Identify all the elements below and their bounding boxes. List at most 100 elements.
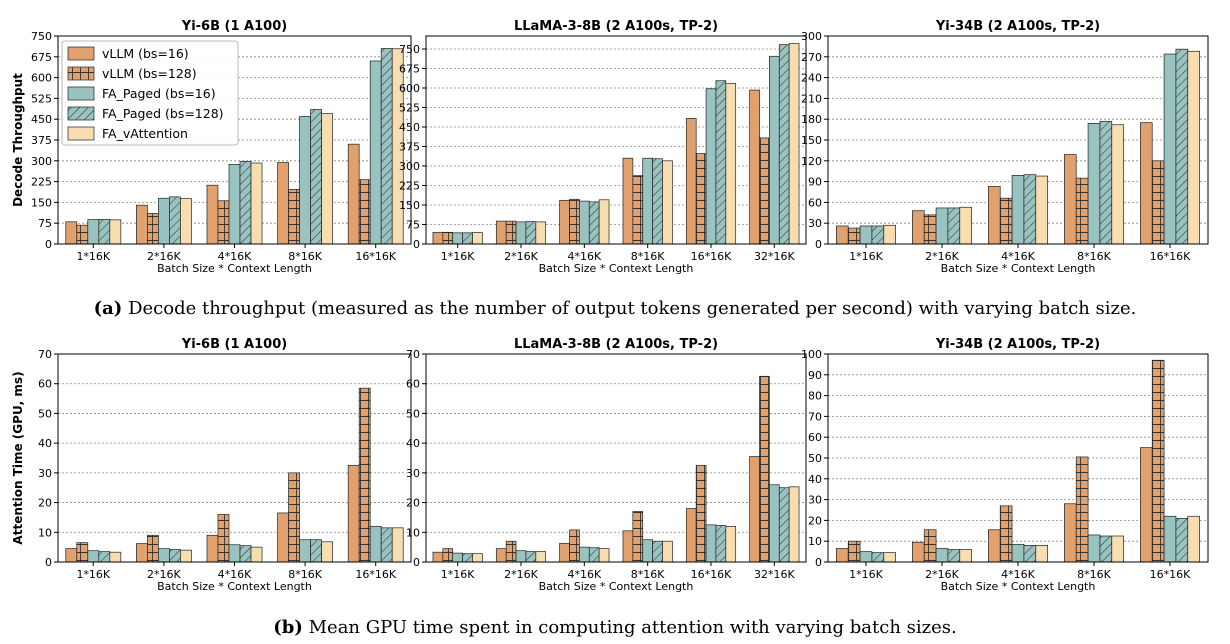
x-tick-label: 4*16K — [218, 250, 252, 263]
bar — [76, 542, 89, 563]
caption-b-label: (b) — [273, 617, 303, 638]
y-tick-label: 750 — [399, 43, 420, 56]
bar — [685, 508, 697, 563]
y-tick-label: 180 — [801, 113, 822, 126]
y-axis-label: Attention Time (GPU, ms) — [11, 371, 25, 544]
y-tick-label: 75 — [38, 217, 52, 230]
bar — [250, 546, 263, 563]
bar — [228, 164, 241, 245]
bar — [1140, 122, 1153, 245]
bar — [715, 80, 727, 245]
bar — [1035, 175, 1048, 245]
bar — [321, 113, 333, 245]
bar — [432, 231, 444, 245]
bar — [277, 162, 289, 245]
y-tick-label: 150 — [31, 196, 52, 209]
bar — [87, 219, 100, 245]
y-tick-label: 600 — [31, 72, 52, 85]
bar — [358, 387, 371, 563]
bar — [999, 505, 1013, 563]
y-tick-label: 300 — [399, 160, 420, 173]
x-tick-label: 2*16K — [147, 250, 181, 263]
y-tick-label: 240 — [801, 72, 822, 85]
bar — [310, 539, 322, 563]
bar — [380, 527, 393, 563]
bar — [472, 553, 483, 563]
bar — [169, 196, 181, 245]
bar — [321, 541, 333, 563]
bar — [725, 525, 737, 563]
bar — [452, 232, 463, 245]
bar — [559, 199, 570, 245]
x-tick-label: 4*16K — [218, 568, 252, 581]
bar — [642, 157, 653, 245]
bar — [535, 551, 547, 563]
chart-6: 0 10 20 30 40 50 60 70 80 90 100 1*16K 2*16K 4*16K 8*1… — [801, 337, 1209, 593]
bar — [662, 540, 673, 563]
bar — [310, 109, 322, 245]
y-tick-label: 30 — [808, 217, 822, 230]
y-tick-label: 20 — [38, 497, 52, 510]
y-axis-label: Decode Throughput — [11, 73, 25, 207]
bar — [836, 225, 849, 245]
bar — [525, 551, 537, 563]
x-tick-label: 2*16K — [147, 568, 181, 581]
chart-3: 0 30 60 90 120 150 180 210 240 270 300 1*16K 2*16K 4*… — [801, 19, 1209, 275]
bar — [1163, 53, 1177, 245]
caption-b: (b) Mean GPU time spent in computing att… — [0, 617, 1230, 638]
bar — [369, 525, 382, 563]
bar — [1075, 177, 1089, 245]
y-tick-label: 375 — [399, 141, 420, 154]
plot-frame — [57, 353, 412, 563]
caption-a-text: Decode throughput (measured as the numbe… — [128, 298, 1137, 319]
y-tick-label: 10 — [808, 535, 822, 548]
y-tick-label: 675 — [399, 63, 420, 76]
x-tick-label: 4*16K — [567, 568, 601, 581]
bar — [65, 221, 78, 245]
y-tick-label: 70 — [406, 348, 420, 361]
bar — [947, 207, 961, 245]
bar — [999, 197, 1013, 245]
bar — [662, 160, 673, 245]
bar — [65, 548, 78, 563]
bar — [380, 48, 393, 245]
y-tick-label: 375 — [31, 134, 52, 147]
bar — [1163, 515, 1177, 563]
x-tick-label: 16*16K — [691, 250, 732, 263]
bar — [1087, 534, 1101, 563]
bar — [76, 224, 89, 245]
bar — [277, 512, 289, 563]
bar — [652, 158, 663, 245]
x-tick-label: 8*16K — [288, 568, 322, 581]
bar — [859, 551, 873, 563]
chart-2: 0 75 150 225 300 375 450 525 600 675 750 1*16K 2*16K… — [399, 19, 807, 275]
bar — [685, 118, 697, 245]
bar — [299, 539, 311, 563]
x-tick-label: 1*16K — [76, 250, 110, 263]
plot-frame — [57, 35, 412, 245]
bar — [947, 549, 961, 563]
y-tick-label: 525 — [31, 92, 52, 105]
legend-label: vLLM (bs=16) — [102, 46, 189, 61]
bar — [505, 540, 517, 563]
y-tick-label: 60 — [808, 431, 822, 444]
y-tick-label: 40 — [406, 437, 420, 450]
bar — [228, 544, 241, 563]
bar — [769, 484, 780, 563]
y-tick-label: 100 — [801, 348, 822, 361]
y-tick-label: 10 — [38, 526, 52, 539]
bar — [1087, 123, 1101, 245]
bar — [632, 175, 644, 245]
y-tick-label: 0 — [45, 556, 52, 569]
bar — [250, 162, 263, 245]
plot-frame — [425, 353, 807, 563]
bar — [1023, 174, 1037, 245]
bar — [778, 487, 790, 563]
bar — [136, 204, 148, 245]
bar — [749, 89, 760, 245]
bar — [1023, 545, 1037, 563]
bar — [347, 143, 360, 245]
x-axis-label: Batch Size * Context Length — [941, 262, 1096, 275]
y-tick-label: 0 — [815, 238, 822, 251]
bar — [847, 227, 861, 245]
